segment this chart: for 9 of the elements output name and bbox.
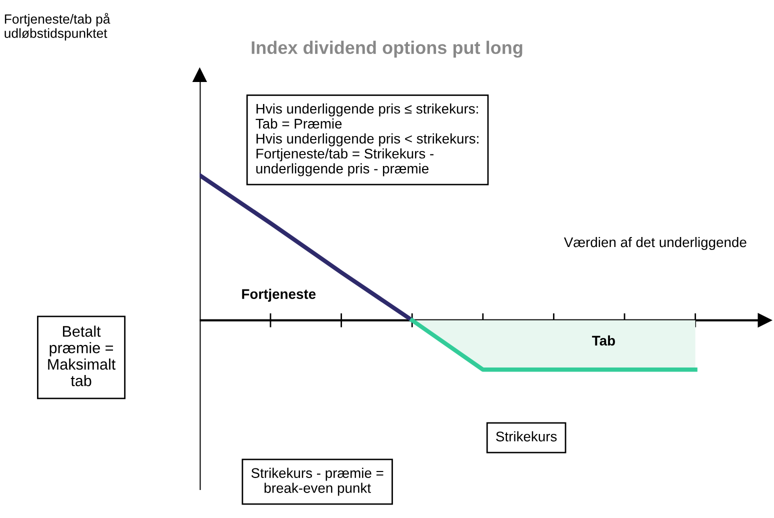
- text: Strikekurs: [496, 431, 557, 442]
- text: Strikekurs - præmie = break-even punkt: [251, 468, 384, 496]
- chart-title: Index dividend options put long: [252, 40, 522, 58]
- text: Fortjeneste/tab på udløbstidspunktet: [4, 12, 110, 41]
- annotation: Fortjeneste: [242, 288, 316, 302]
- text: Betalt præmie = Maksimalt tab: [48, 326, 116, 386]
- x-axis-title: Værdien af det underliggende: [564, 236, 746, 250]
- annotation: Hvis underliggende pris ≤ strikekurs: Tab = Præmie Hvis underliggende pris < strikekurs: Fortjeneste/tab = Strikekurs - underliggende pris - præmie: [256, 103, 478, 176]
- annotation: Tab: [592, 335, 615, 346]
